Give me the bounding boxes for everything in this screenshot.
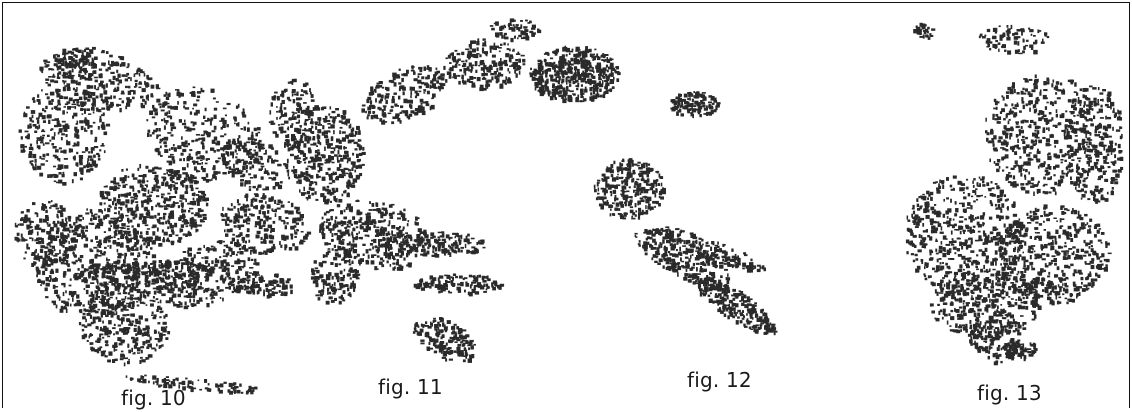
fig-11-blot-7 — [310, 246, 361, 305]
caption-fig-10: fig. 10 — [121, 386, 186, 410]
caption-fig-12: fig. 12 — [687, 368, 752, 392]
fig-10-blot-11 — [53, 48, 97, 80]
fig-10-blot-13 — [76, 258, 215, 291]
fig-10-blot-8 — [146, 86, 264, 183]
fig-11-blot-2 — [379, 231, 486, 258]
fig-11-blot-0 — [284, 106, 366, 205]
fig-11-blot-1 — [319, 199, 429, 271]
fig-11-blot-6 — [413, 273, 505, 297]
fig-12-blot-3 — [634, 228, 731, 292]
caption-fig-11: fig. 11 — [378, 375, 443, 399]
fig-13-blot-0 — [985, 74, 1107, 196]
fig-11-blot-5 — [443, 38, 526, 92]
caption-fig-13: fig. 13 — [977, 381, 1042, 405]
fig-13-blot-4 — [1063, 85, 1124, 204]
fig-10-blot-9 — [125, 374, 258, 395]
fig-12-blot-6 — [489, 18, 542, 43]
fig-12-blot-2 — [593, 158, 666, 220]
fig-10-blot-1 — [18, 83, 111, 186]
fig-10-blot-5 — [220, 193, 312, 255]
fig-10-blot-12 — [236, 271, 293, 299]
fig-13-blot-8 — [913, 22, 936, 40]
fig-12-blot-5 — [652, 226, 766, 273]
fig-13-blot-2 — [999, 204, 1112, 306]
fig-13-blot-6 — [1003, 339, 1038, 362]
fig-10-blot-2 — [99, 164, 209, 247]
fig-13-blot-7 — [978, 24, 1050, 55]
fig-10-blot-6 — [78, 283, 171, 367]
blot-illustrations — [14, 18, 1124, 395]
fig-10-blot-7 — [14, 200, 76, 271]
fig-11-blot-3 — [412, 317, 476, 363]
fig-12-blot-1 — [670, 91, 721, 119]
fig-12-blot-4 — [691, 275, 778, 336]
fig-12-blot-0 — [529, 45, 621, 104]
fig-11-blot-4 — [361, 65, 448, 125]
fig-11-blot-8 — [268, 78, 321, 150]
fig-10-blot-10 — [220, 137, 286, 191]
